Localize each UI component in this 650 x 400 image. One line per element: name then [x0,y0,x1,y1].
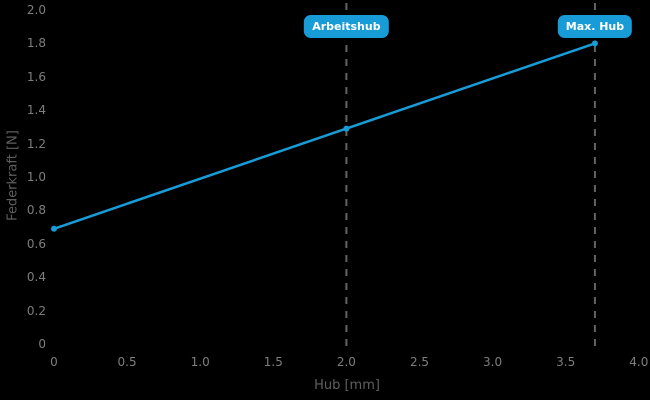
y-tick-label: 0.6 [26,236,46,251]
x-tick-label: 0 [50,355,58,369]
y-tick-label: 1.6 [26,69,46,84]
y-tick-label: 2.0 [26,3,46,17]
x-tick-label: 1.5 [263,355,283,369]
annotation-badge-arbeitshub: Arbeitshub [304,15,389,38]
y-tick-label: 0.4 [26,270,46,285]
data-point-marker [591,40,598,47]
x-tick-label: 1.0 [190,355,210,369]
data-point-marker [51,225,57,232]
y-tick-label: 0.2 [26,303,46,318]
annotation-badge-max-hub: Max. Hub [557,15,633,38]
y-tick-label: 1.2 [26,136,46,151]
x-axis-title: Hub [mm] [314,378,380,393]
x-tick-label: 3.5 [556,355,576,369]
x-tick-label: 2.0 [336,355,356,369]
y-tick-label: 0.8 [26,203,46,218]
y-axis-title: Federkraft [N] [5,130,21,221]
x-tick-label: 3.0 [483,355,503,369]
y-tick-label: 1.4 [26,103,46,118]
x-tick-label: 4.0 [629,355,649,369]
y-tick-label: 1.8 [26,36,46,51]
series-line [52,42,597,231]
x-tick-label: 2.5 [409,355,430,369]
y-tick-label: 1.0 [26,170,46,184]
y-tick-label: 0 [38,337,46,351]
data-point-marker [343,125,350,132]
x-tick-label: 0.5 [117,355,137,369]
